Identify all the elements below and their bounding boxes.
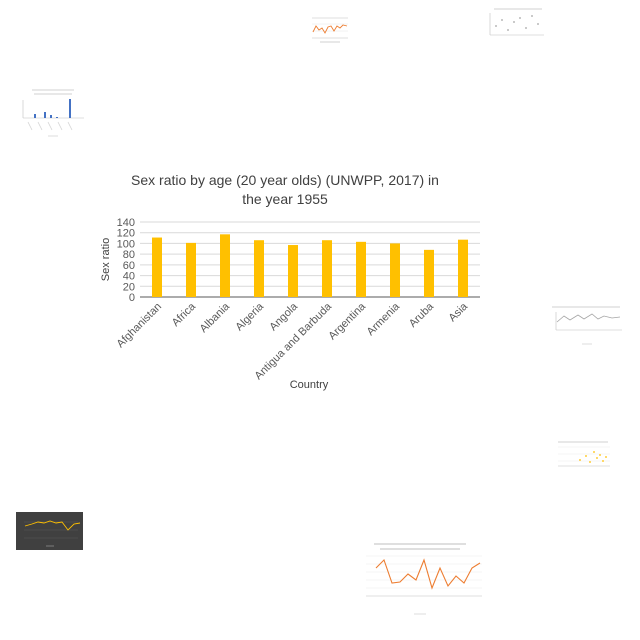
bar-asia	[458, 239, 468, 297]
x-tick-label: Afghanistan	[115, 301, 165, 351]
y-tick-label: 0	[129, 292, 135, 304]
bar-albania	[220, 234, 230, 297]
x-tick-label: Armenia	[365, 300, 403, 338]
y-tick-label: 20	[123, 281, 135, 293]
y-tick-label: 100	[117, 238, 135, 250]
thumbnail-scatter-chart-right-lower	[550, 438, 614, 472]
y-tick-label: 40	[123, 271, 135, 283]
x-tick-label: Aruba	[407, 300, 437, 330]
bar-angola	[288, 245, 298, 297]
thumbnail-line-chart-graphic	[24, 520, 81, 547]
y-tick-label: 120	[117, 228, 135, 240]
y-tick-label: 140	[117, 217, 135, 229]
x-tick-label: Argentina	[326, 300, 368, 342]
thumbnail-line-chart-right-middle	[548, 302, 624, 348]
x-axis-title: Country	[290, 379, 329, 391]
thumbnail-line-chart-bottom-center	[354, 538, 486, 618]
x-tick-label: Angola	[267, 300, 300, 333]
bar-aruba	[424, 249, 434, 297]
y-tick-label: 80	[123, 249, 135, 261]
bar-africa	[186, 242, 196, 297]
bar-afghanistan	[152, 237, 162, 297]
bar-armenia	[390, 243, 400, 297]
thumbnail-line-chart-top-center	[306, 14, 354, 44]
thumbnail-scatter-chart-top-right	[484, 4, 548, 38]
thumbnail-line-chart-dark-left-lower	[16, 512, 83, 550]
thumbnail-scatter-chart-graphic	[558, 441, 610, 467]
thumbnail-bar-chart-graphic	[22, 89, 84, 137]
x-tick-label: Albania	[198, 300, 233, 335]
thumbnail-line-chart-graphic	[312, 17, 348, 43]
thumbnail-scatter-chart-graphic	[489, 8, 544, 36]
thumbnail-bar-chart-left-upper	[14, 86, 86, 140]
sex-ratio-bar-chart: Sex ratio by age (20 year olds) (UNWPP, …	[95, 165, 495, 400]
thumbnail-line-chart-graphic	[552, 306, 622, 345]
bar-antigua-and-barbuda	[322, 240, 332, 297]
bar-algeria	[254, 240, 264, 297]
y-tick-label: 60	[123, 260, 135, 272]
x-tick-label: Asia	[446, 300, 470, 324]
thumbnail-line-chart-graphic	[366, 543, 482, 615]
x-tick-label: Africa	[170, 300, 199, 329]
chart-title: Sex ratio by age (20 year olds) (UNWPP, …	[131, 172, 439, 207]
y-axis-title: Sex ratio	[100, 238, 112, 281]
x-tick-label: Algeria	[233, 300, 266, 333]
bar-argentina	[356, 241, 366, 297]
